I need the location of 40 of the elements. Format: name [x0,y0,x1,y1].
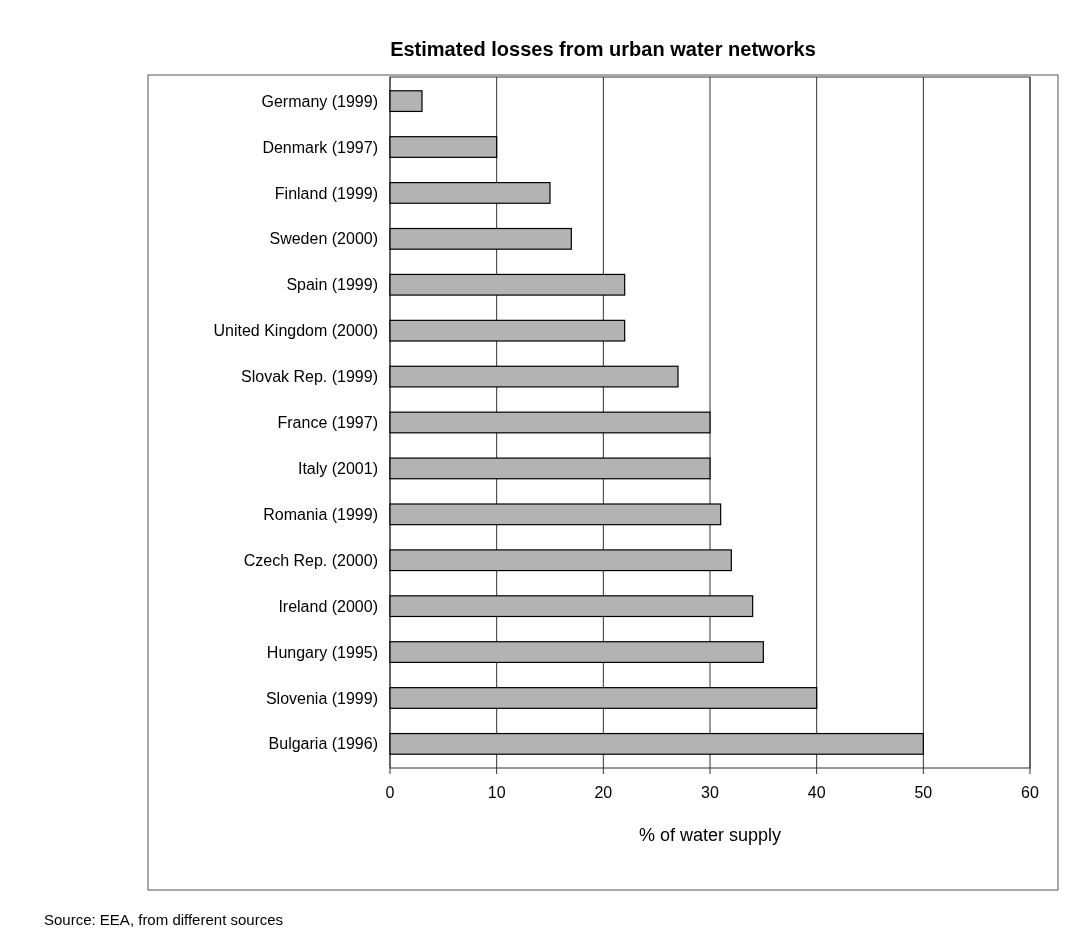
x-tick-label: 10 [487,784,506,801]
x-axis-title: % of water supply [638,825,782,845]
y-tick-label: Czech Rep. (2000) [243,551,378,569]
y-tick-label: Romania (1999) [263,505,378,523]
x-tick-label: 40 [807,784,826,801]
bar [389,687,818,709]
bar [389,595,754,618]
y-tick-label: Slovenia (1999) [265,689,378,707]
x-tick-label: 0 [385,784,395,801]
bar [389,136,498,158]
chart-title: Estimated losses from urban water networks [390,38,816,60]
bar [389,365,679,388]
y-tick-label: United Kingdom (2000) [213,322,378,340]
bar [389,182,551,204]
bar [389,641,764,663]
x-tick-label: 30 [701,784,719,801]
y-tick-label: Hungary (1995) [266,643,378,661]
source-note: Source: EEA, from different sources [44,911,283,928]
y-tick-label: Germany (1999) [261,92,378,110]
bar [389,227,572,250]
bar [389,732,924,755]
bar [389,319,626,342]
x-tick-label: 60 [1021,784,1039,801]
x-tick-label: 20 [594,784,613,801]
y-tick-label: Sweden (2000) [269,230,378,248]
y-tick-label: Denmark (1997) [262,138,378,156]
y-tick-label: France (1997) [277,414,378,432]
bar [389,90,423,113]
y-tick-label: Ireland (2000) [278,597,378,615]
bar [389,503,722,526]
bar [389,457,711,480]
x-tick-label: 50 [914,784,933,801]
bar [389,549,732,572]
y-tick-label: Slovak Rep. (1999) [241,368,378,386]
y-tick-label: Finland (1999) [274,184,378,202]
y-tick-label: Spain (1999) [286,276,378,294]
bar [389,273,626,296]
bar [389,411,711,434]
y-tick-label: Bulgaria (1996) [268,735,378,753]
y-tick-label: Italy (2001) [297,460,378,478]
